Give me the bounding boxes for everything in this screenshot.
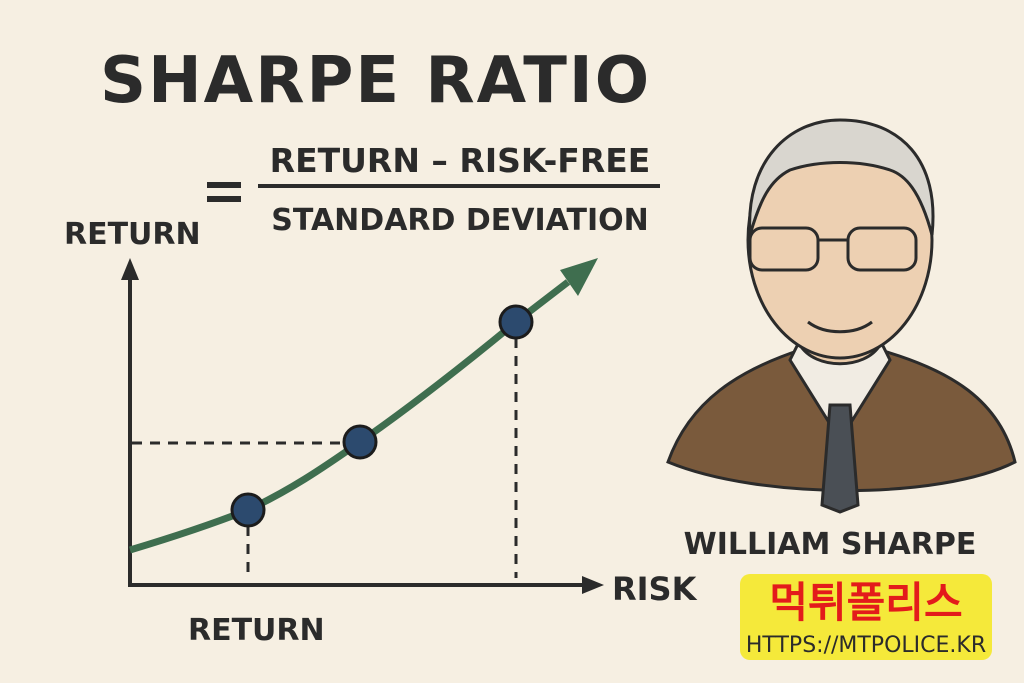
equals-sign xyxy=(207,182,241,202)
curve xyxy=(128,279,571,554)
curve-arrow xyxy=(560,258,598,296)
x-axis-label: RISK xyxy=(612,570,698,608)
x-axis-arrow xyxy=(582,576,604,594)
fraction-bar xyxy=(258,184,660,188)
portrait-name: WILLIAM SHARPE xyxy=(684,527,977,562)
watermark-brand: 먹튀폴리스 xyxy=(769,578,962,627)
watermark-box xyxy=(740,574,992,660)
watermark-url: HTTPS://MTPOLICE.KR xyxy=(746,633,986,658)
y-axis-label: RETURN xyxy=(64,217,201,252)
y-axis-arrow xyxy=(121,258,139,280)
formula-denominator: STANDARD DEVIATION xyxy=(271,203,649,238)
portrait xyxy=(666,118,1017,514)
axes xyxy=(128,270,592,587)
x-marker-label: RETURN xyxy=(188,613,325,648)
guide-lines xyxy=(132,338,518,578)
title: SHARPE RATIO xyxy=(100,44,651,118)
formula-numerator: RETURN – RISK-FREE xyxy=(270,141,651,180)
points xyxy=(230,304,534,528)
